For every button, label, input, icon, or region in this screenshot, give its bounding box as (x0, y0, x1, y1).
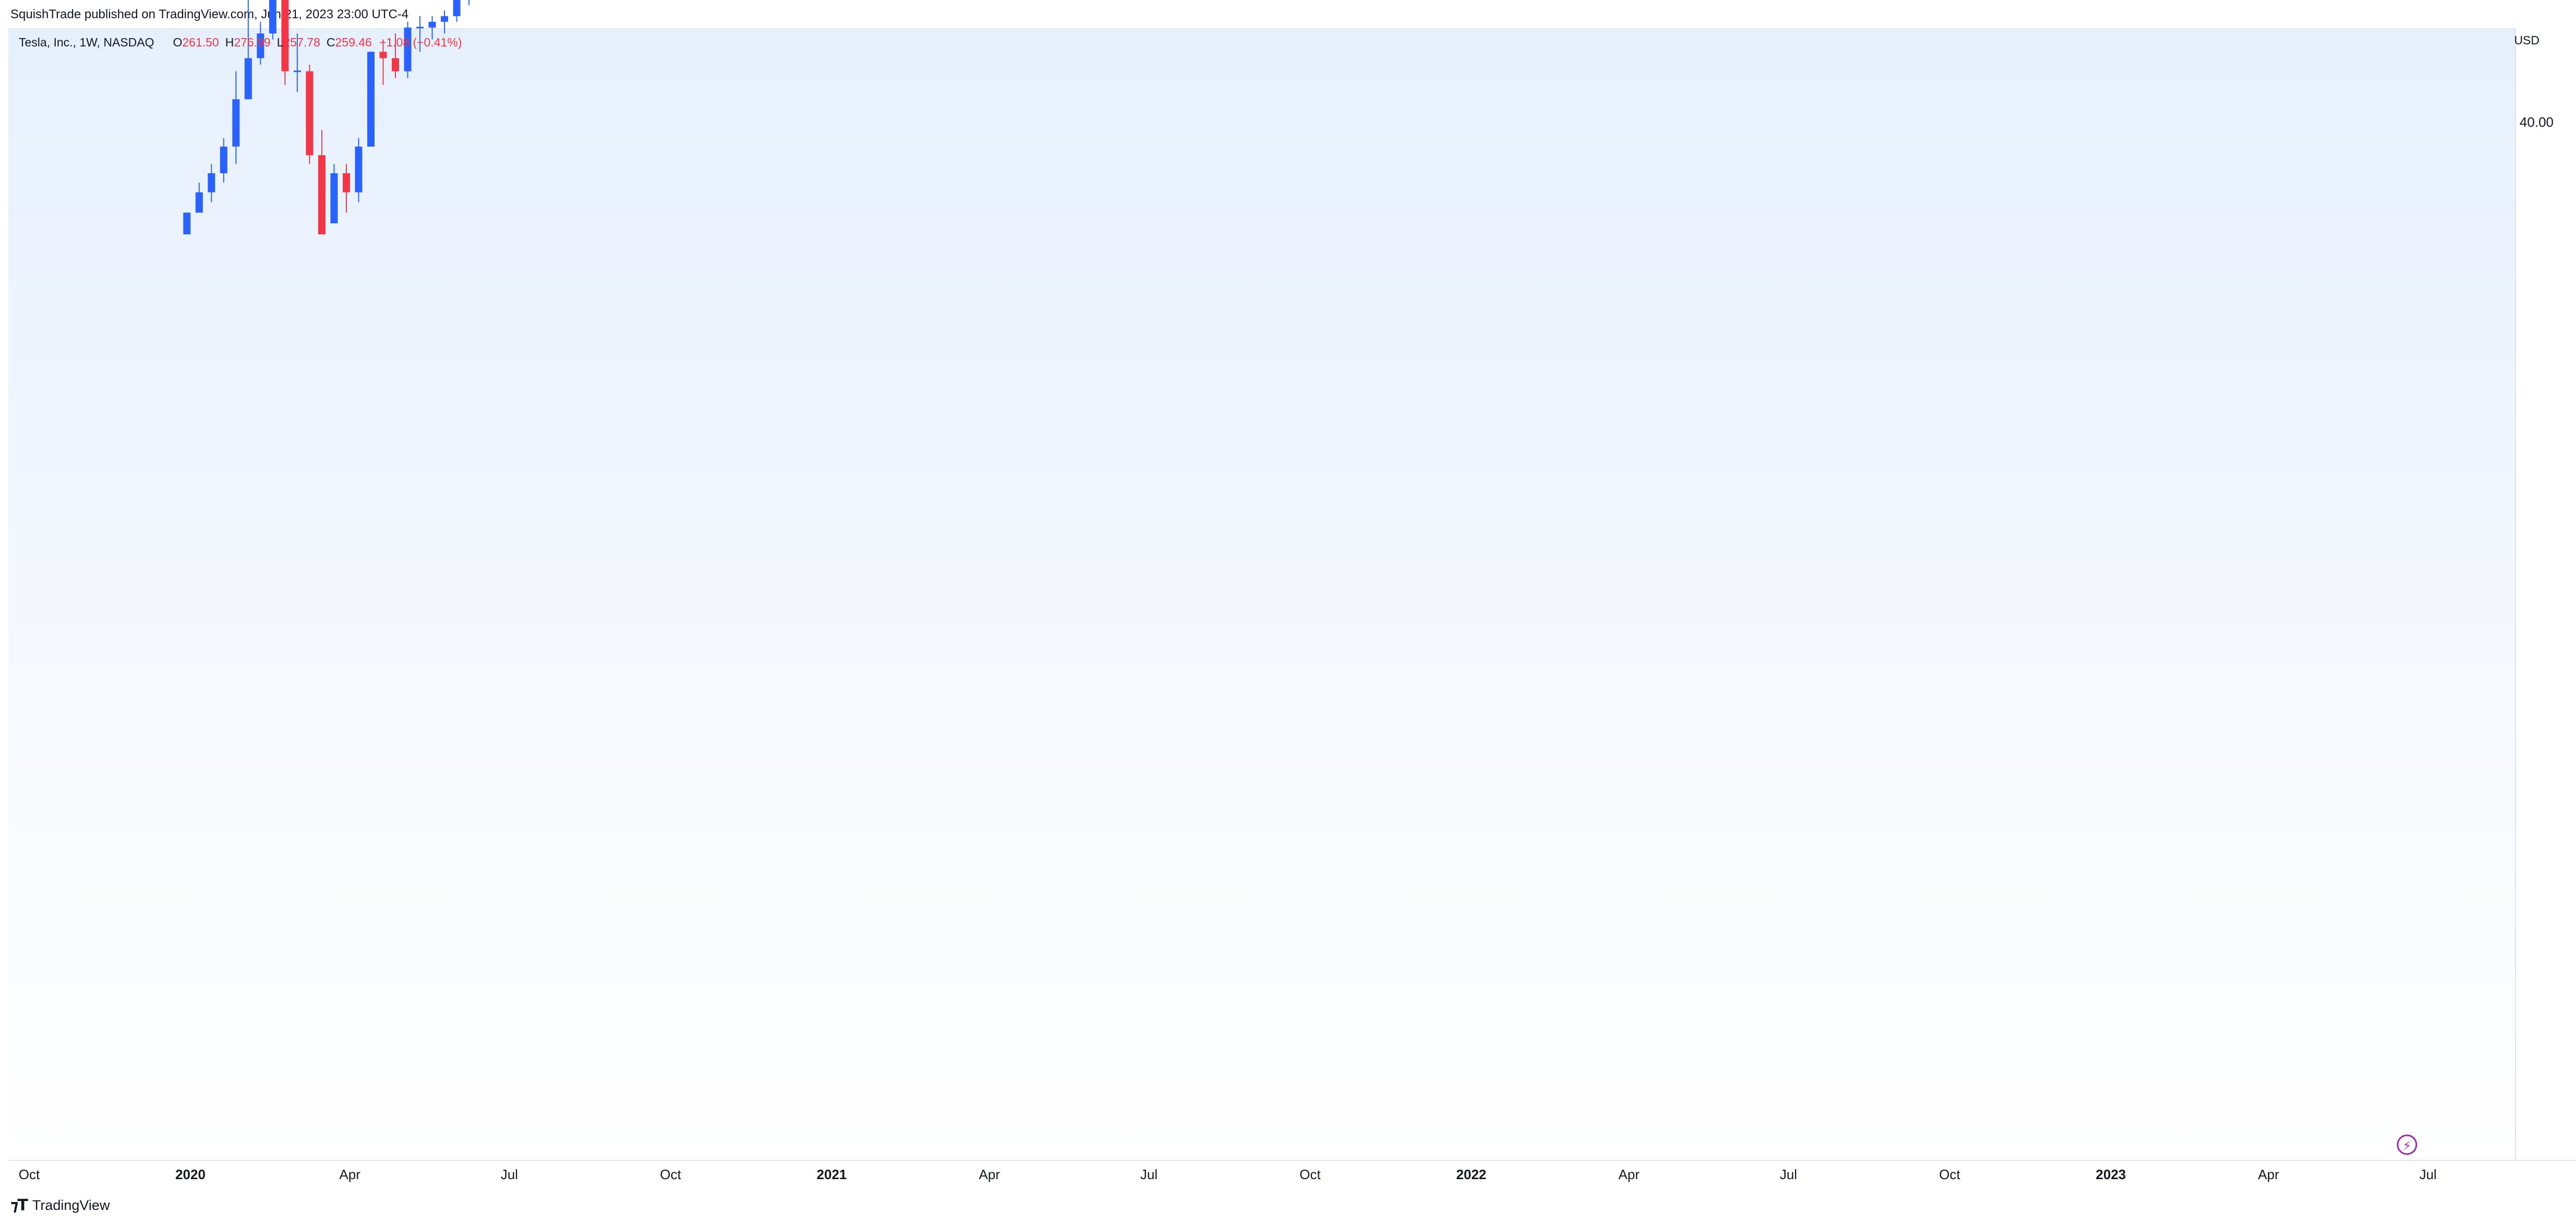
high-label: H (225, 35, 234, 49)
time-tick-label: 2023 (2096, 1167, 2126, 1182)
candle-body (306, 71, 314, 155)
candle-body (293, 70, 301, 73)
time-tick-label: 2022 (1456, 1167, 1486, 1182)
time-tick-label: Jul (1140, 1167, 1158, 1182)
time-tick-label: Apr (339, 1167, 360, 1182)
time-axis: Oct 2020 Apr Jul Oct 2021 Apr Jul Oct 2022 Apr Jul O… (8, 1160, 2576, 1182)
candle-body (367, 52, 375, 147)
open-label: O (173, 35, 183, 49)
brand-name: TradingView (32, 1197, 110, 1213)
change-value: −1.08 (−0.41%) (379, 35, 462, 49)
close-label: C (326, 35, 335, 49)
time-tick-label: Apr (1618, 1167, 1640, 1182)
candle-body (257, 33, 264, 58)
publish-bar: SquishTrade published on TradingView.com… (0, 0, 2576, 29)
lightning-icon-ring (2397, 1134, 2417, 1155)
published-by-line: SquishTrade published on TradingView.com… (10, 7, 409, 21)
low-label: L (276, 35, 284, 49)
time-tick-label: Oct (19, 1167, 40, 1182)
candle-body (195, 192, 203, 213)
chart-pane[interactable] (8, 28, 2515, 1161)
symbol-label: Tesla, Inc., 1W, NASDAQ (19, 35, 154, 49)
time-tick-label: Jul (1780, 1167, 1797, 1182)
candle-body (244, 58, 252, 100)
ohlc-legend: Tesla, Inc., 1W, NASDAQ O 261.50 H 276.99 … (19, 35, 462, 50)
candle-body (355, 146, 363, 193)
time-tick-label: Oct (660, 1167, 681, 1182)
candle-body (220, 146, 227, 174)
candle-body (281, 0, 289, 71)
time-tick-label: Apr (2258, 1167, 2279, 1182)
time-tick-label: 2020 (175, 1167, 206, 1182)
price-axis: 40.0060.0080.00100.00120.00140.00160.001… (2515, 0, 2554, 1160)
time-tick-label: 2021 (816, 1167, 847, 1182)
marker-layer: 259.46⚡ (2397, 1134, 2417, 1155)
currency-label[interactable]: USD (2514, 33, 2539, 47)
candle-body (318, 155, 326, 235)
price-tick-label: 60.00 (2520, 0, 2554, 2)
low-value: 257.78 (283, 35, 320, 49)
high-value: 276.99 (234, 35, 271, 49)
time-tick-label: Apr (979, 1167, 1000, 1182)
candle-body (269, 0, 276, 34)
lightning-icon: ⚡ (2403, 1138, 2412, 1153)
close-value: 259.46 (335, 35, 372, 49)
candle-body (208, 173, 215, 193)
candle-body (453, 0, 461, 16)
time-tick-label: Oct (1939, 1167, 1960, 1182)
time-tick-label: Jul (501, 1167, 518, 1182)
tv-logo-icon: ⁊T (10, 1196, 28, 1215)
candle-body (379, 52, 387, 58)
price-tick-label: 40.00 (2520, 114, 2554, 130)
time-tick-label: Oct (1299, 1167, 1321, 1182)
candle-body (232, 99, 240, 147)
candle-body (416, 27, 424, 29)
candle-body (391, 58, 399, 71)
candle-body (404, 27, 412, 71)
candle-body (183, 212, 191, 235)
open-value: 261.50 (182, 35, 219, 49)
time-tick-label: Jul (2419, 1167, 2437, 1182)
candle-layer (183, 0, 470, 235)
candle-body (330, 173, 338, 223)
candle-body (342, 173, 350, 193)
tradingview-brand[interactable]: ⁊T TradingView (10, 1196, 110, 1215)
candle-body (441, 16, 449, 22)
candle-body (428, 21, 436, 28)
